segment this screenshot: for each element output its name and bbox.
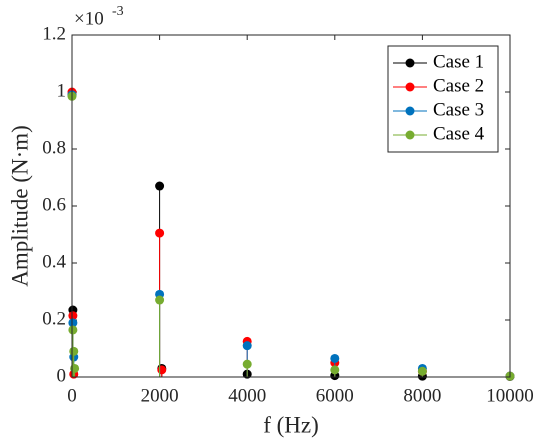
x-tick-label: 6000 bbox=[316, 385, 354, 406]
y-tick-label: 0 bbox=[57, 365, 67, 386]
stem-marker bbox=[68, 318, 78, 328]
stem-marker bbox=[330, 365, 340, 375]
stem-marker bbox=[155, 228, 165, 238]
x-tick-label: 2000 bbox=[141, 385, 179, 406]
stem-marker bbox=[70, 363, 80, 373]
legend-label: Case 1 bbox=[433, 51, 484, 72]
y-tick-label: 0.2 bbox=[42, 308, 66, 329]
legend-marker bbox=[405, 130, 415, 140]
y-multiplier: ×10 bbox=[74, 8, 104, 29]
legend-label: Case 4 bbox=[433, 123, 485, 144]
y-tick-label: 1.2 bbox=[42, 23, 66, 44]
y-tick-label: 0.8 bbox=[42, 137, 66, 158]
stem-marker bbox=[155, 181, 165, 191]
legend-marker bbox=[405, 82, 415, 92]
stem-marker bbox=[157, 365, 167, 375]
legend-label: Case 3 bbox=[433, 99, 484, 120]
y-multiplier-exponent: -3 bbox=[112, 4, 124, 19]
stem-marker bbox=[242, 341, 252, 351]
stem-marker bbox=[417, 366, 427, 376]
x-axis-label: f (Hz) bbox=[263, 412, 319, 437]
stem-marker bbox=[68, 325, 78, 335]
y-axis-label: Amplitude (N·m) bbox=[7, 125, 32, 287]
legend-marker bbox=[405, 58, 415, 68]
stem-marker bbox=[155, 295, 165, 305]
stem-marker bbox=[68, 311, 78, 321]
stem-marker bbox=[330, 353, 340, 363]
plot-frame bbox=[71, 34, 511, 378]
x-tick-label: 4000 bbox=[228, 385, 266, 406]
y-tick-label: 0.4 bbox=[42, 251, 66, 272]
legend-marker bbox=[405, 106, 415, 116]
x-tick-label: 10000 bbox=[486, 385, 534, 406]
x-tick-label: 8000 bbox=[403, 385, 441, 406]
stem-marker bbox=[69, 346, 79, 356]
legend-label: Case 2 bbox=[433, 75, 484, 96]
stem-marker bbox=[242, 359, 252, 369]
y-tick-label: 1 bbox=[57, 80, 67, 101]
x-tick-label: 0 bbox=[67, 385, 77, 406]
y-tick-label: 0.6 bbox=[42, 194, 66, 215]
